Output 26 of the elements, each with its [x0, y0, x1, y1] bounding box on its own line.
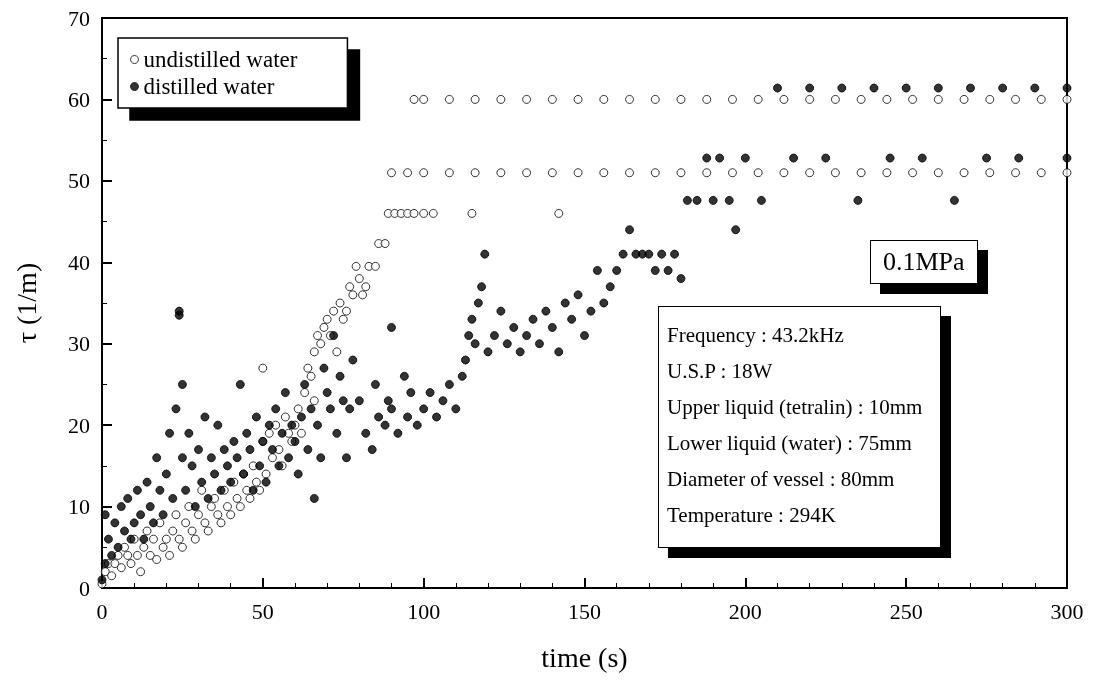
- legend-label: distilled water: [143, 74, 275, 99]
- y-tick-label: 60: [68, 86, 90, 112]
- y-tick-label: 0: [79, 575, 90, 601]
- x-tick-label: 50: [251, 598, 274, 624]
- annotation: 0.1MPa: [883, 247, 965, 277]
- y-tick-label: 30: [68, 331, 90, 357]
- x-tick-label: 150: [568, 598, 601, 624]
- annotation: Lower liquid (water) : 75mm: [667, 430, 913, 457]
- y-tick-label: 20: [68, 412, 90, 438]
- y-tick-label: 40: [68, 249, 90, 275]
- x-axis-title: time (s): [541, 641, 628, 673]
- x-tick-label: 100: [407, 598, 441, 624]
- y-tick-label: 70: [68, 5, 90, 31]
- annotation: U.S.P : 18W: [667, 358, 774, 385]
- y-tick-label: 50: [68, 168, 90, 194]
- annotation: Temperature : 294K: [667, 502, 837, 529]
- x-tick-label: 250: [889, 598, 923, 624]
- y-tick-label: 10: [68, 494, 90, 520]
- y-axis-title: τ (1/m): [10, 262, 42, 344]
- x-tick-label: 200: [728, 598, 762, 624]
- annotation: Upper liquid (tetralin) : 10mm: [667, 394, 923, 421]
- annotation: Frequency : 43.2kHz: [667, 322, 845, 349]
- x-tick-label: 0: [96, 598, 108, 624]
- legend-label: undistilled water: [143, 47, 298, 72]
- annotation: Diameter of vessel : 80mm: [667, 466, 896, 493]
- x-tick-label: 300: [1050, 598, 1084, 624]
